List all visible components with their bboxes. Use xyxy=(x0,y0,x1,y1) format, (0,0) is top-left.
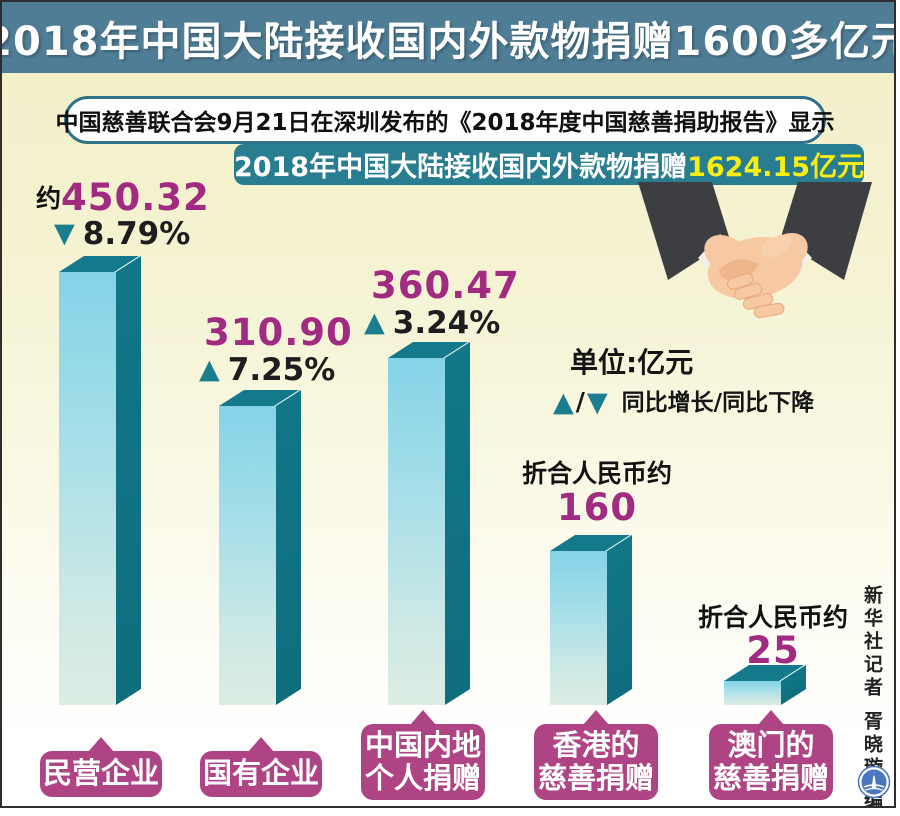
category-bubble-hongkong-charity: 香港的 慈善捐赠 xyxy=(534,710,658,800)
bar-side-face xyxy=(276,389,301,705)
bar-side-face xyxy=(607,534,632,705)
category-label-line2: 慈善捐赠 xyxy=(712,761,829,795)
bar-front-face xyxy=(724,681,781,705)
category-label: 民营企业 xyxy=(42,756,159,791)
up-triangle-icon: ▲ xyxy=(553,387,574,418)
bar3-value: 360.47 xyxy=(371,264,520,307)
bar-side-face xyxy=(116,255,141,705)
legend-row: ▲/▼ 同比增长/同比下降 xyxy=(553,383,814,418)
category-label-line1: 澳门的 xyxy=(727,727,815,762)
bar-macau-charity xyxy=(724,664,806,705)
xinhua-logo-icon xyxy=(857,765,891,799)
category-bubble-macau-charity: 澳门的 慈善捐赠 xyxy=(709,710,833,800)
bubble-pointer xyxy=(410,710,436,725)
bar5-value: 25 xyxy=(746,629,800,672)
bar4-value: 160 xyxy=(556,486,638,529)
bar-hongkong-charity xyxy=(550,534,632,705)
category-bubble-state-enterprise: 国有企业 xyxy=(200,737,322,797)
bar5-approx-label: 折合人民币约 xyxy=(697,603,848,632)
bar-state-enterprise xyxy=(219,389,301,705)
category-label-line1: 香港的 xyxy=(552,727,640,762)
bar3-change-label: ▲ 3.24% xyxy=(364,305,500,341)
bar-front-face xyxy=(59,272,116,705)
category-label: 国有企业 xyxy=(202,756,319,791)
category-bubble-mainland-individual: 中国内地 个人捐赠 xyxy=(361,710,485,800)
bar2-value: 310.90 xyxy=(204,311,353,354)
bubble-pointer xyxy=(583,710,609,725)
legend-slash: / xyxy=(575,387,585,416)
bubble-pointer xyxy=(248,737,274,752)
bar3-value-label: 360.47 xyxy=(371,264,520,307)
handshake-illustration xyxy=(638,182,872,319)
bar-side-face xyxy=(445,341,470,705)
bar-front-face xyxy=(388,358,445,705)
bubble-pointer xyxy=(88,737,114,752)
category-label-line1: 中国内地 xyxy=(364,727,481,762)
bar3-up-triangle-icon: ▲ xyxy=(364,307,385,338)
legend-growth-label: 同比增长/同比下降 xyxy=(621,390,815,416)
bar2-change-value: 7.25% xyxy=(227,352,336,388)
headline-banner: 2018年中国大陆接收国内外款物捐赠 1624.15亿元 xyxy=(234,144,864,185)
bar1-value-prefix: 约 xyxy=(36,184,62,213)
title-bar: 2018年中国大陆接收国内外款物捐赠1600多亿元 xyxy=(2,2,894,73)
bar1-value-label: 约450.32 xyxy=(36,176,210,219)
category-label-line2: 个人捐赠 xyxy=(364,761,481,795)
bar4-approx-label: 折合人民币约 xyxy=(521,459,672,488)
bubble-pointer xyxy=(758,710,784,725)
banner-text: 2018年中国大陆接收国内外款物捐赠 xyxy=(233,152,688,183)
page-title: 2018年中国大陆接收国内外款物捐赠1600多亿元 xyxy=(0,18,896,65)
category-label-line2: 慈善捐赠 xyxy=(537,761,654,795)
bar1-down-triangle-icon: ▼ xyxy=(54,218,75,249)
category-bubble-private-enterprise: 民营企业 xyxy=(40,737,162,797)
bar-front-face xyxy=(219,406,276,705)
banner-highlight-value: 1624.15亿元 xyxy=(687,152,865,183)
down-triangle-icon: ▼ xyxy=(586,387,608,418)
bar-private-enterprise xyxy=(59,255,141,705)
bar-front-face xyxy=(550,551,607,705)
subtitle-box: 中国慈善联合会9月21日在深圳发布的《2018年度中国慈善捐助报告》显示 xyxy=(55,96,835,144)
credit-text: 新华社记者 胥晓璇 编制 xyxy=(861,585,883,808)
bar2-value-label: 310.90 xyxy=(204,311,353,354)
bar1-value: 450.32 xyxy=(61,176,210,219)
bar-mainland-individual xyxy=(388,341,470,705)
bar2-change-label: ▲ 7.25% xyxy=(199,352,335,388)
subtitle-text: 中国慈善联合会9月21日在深圳发布的《2018年度中国慈善捐助报告》显示 xyxy=(55,110,835,136)
bar3-change-value: 3.24% xyxy=(392,305,501,341)
unit-label: 单位:亿元 xyxy=(570,346,694,379)
bar1-change-value: 8.79% xyxy=(82,216,191,252)
bar1-change-label: ▼ 8.79% xyxy=(54,216,190,252)
bar2-up-triangle-icon: ▲ xyxy=(199,354,220,385)
